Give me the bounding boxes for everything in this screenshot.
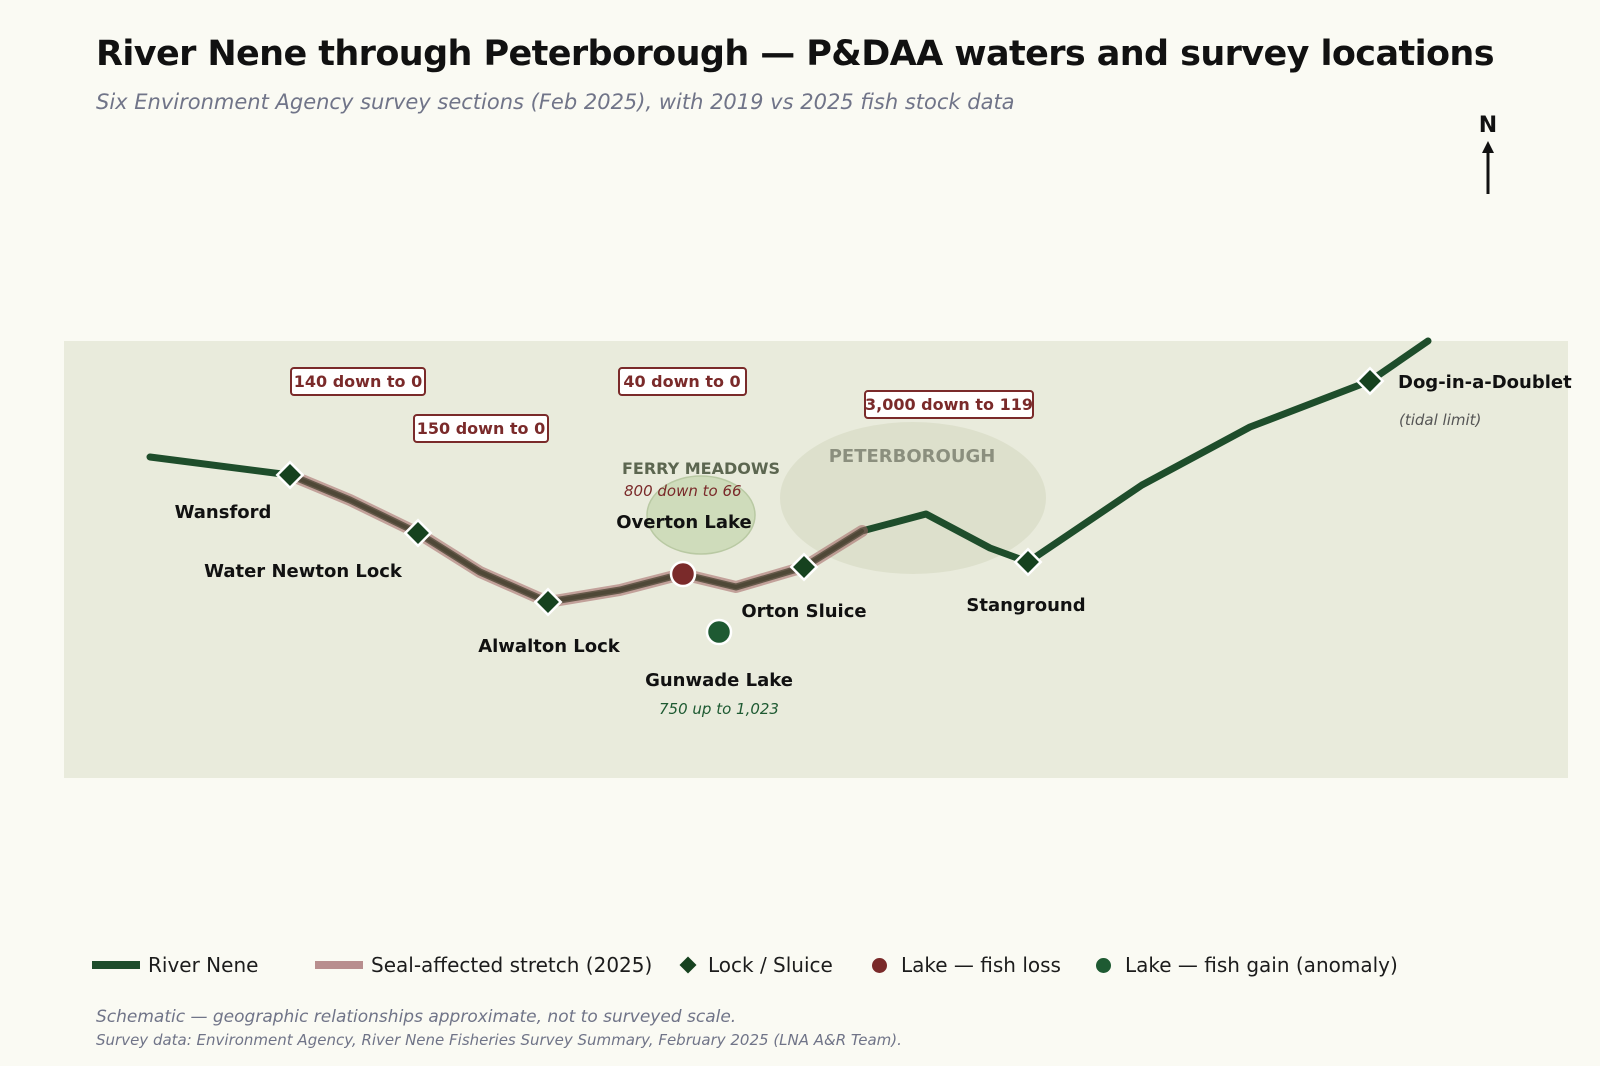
label-alwalton: Alwalton Lock bbox=[478, 636, 621, 657]
label-water-newton: Water Newton Lock bbox=[204, 561, 403, 582]
lock-orton-marker bbox=[789, 552, 819, 582]
callout-150: 150 down to 0 bbox=[417, 419, 546, 438]
legend-seal-label: Seal-affected stretch (2025) bbox=[371, 953, 653, 977]
legend-loss-label: Lake — fish loss bbox=[901, 953, 1061, 977]
callout-box-3 bbox=[618, 367, 747, 396]
callout-40: 40 down to 0 bbox=[623, 372, 740, 391]
gunwade-change: 750 up to 1,023 bbox=[659, 700, 779, 718]
legend-lock-label: Lock / Sluice bbox=[708, 953, 833, 977]
map-legend: River Nene Seal-affected stretch (2025) … bbox=[92, 948, 1572, 982]
callout-box-2 bbox=[413, 414, 549, 443]
legend-item-seal: Seal-affected stretch (2025) bbox=[315, 948, 652, 982]
schematic-note: Schematic — geographic relationships app… bbox=[96, 1007, 737, 1027]
lock-stanground-marker bbox=[1013, 547, 1043, 577]
label-overton: Overton Lake bbox=[616, 512, 751, 533]
legend-lock-icon bbox=[679, 956, 697, 974]
label-peterborough: PETERBOROUGH bbox=[829, 446, 996, 467]
label-wansford: Wansford bbox=[175, 502, 272, 523]
legend-item-loss: Lake — fish loss bbox=[872, 948, 1061, 982]
legend-item-lock: Lock / Sluice bbox=[676, 948, 833, 982]
lock-dog-marker bbox=[1355, 366, 1385, 396]
page-subtitle: Six Environment Agency survey sections (… bbox=[96, 90, 1015, 114]
callout-140: 140 down to 0 bbox=[294, 372, 423, 391]
source-note: Survey data: Environment Agency, River N… bbox=[96, 1031, 902, 1049]
label-orton: Orton Sluice bbox=[741, 601, 866, 622]
callout-box-1 bbox=[290, 367, 426, 396]
legend-loss-icon bbox=[872, 957, 887, 973]
label-tidal-limit: (tidal limit) bbox=[1399, 411, 1481, 429]
lock-wansford-marker bbox=[275, 460, 305, 490]
north-arrow-icon: N bbox=[1479, 113, 1497, 194]
legend-gain-icon bbox=[1096, 957, 1111, 973]
gunwade-lake-gain-marker bbox=[705, 618, 733, 646]
label-ferry-meadows: FERRY MEADOWS bbox=[622, 459, 780, 478]
lock-water-newton-marker bbox=[403, 518, 433, 548]
overton-lake-loss-marker bbox=[669, 560, 697, 588]
legend-river-swatch bbox=[92, 961, 140, 969]
north-label: N bbox=[1479, 113, 1497, 138]
label-stanground: Stanground bbox=[966, 595, 1085, 616]
label-dog: Dog-in-a-Doublet bbox=[1398, 372, 1572, 393]
page-title: River Nene through Peterborough — P&DAA … bbox=[96, 34, 1495, 74]
ferry-meadows-change: 800 down to 66 bbox=[624, 482, 742, 500]
overton-lake-area bbox=[646, 475, 756, 555]
callout-box-4 bbox=[864, 390, 1034, 419]
legend-seal-swatch bbox=[315, 961, 363, 969]
legend-gain-label: Lake — fish gain (anomaly) bbox=[1125, 953, 1398, 977]
legend-item-river: River Nene bbox=[92, 948, 258, 982]
legend-item-gain: Lake — fish gain (anomaly) bbox=[1096, 948, 1398, 982]
label-gunwade: Gunwade Lake bbox=[645, 670, 793, 691]
legend-river-label: River Nene bbox=[148, 953, 259, 977]
lock-alwalton-marker bbox=[533, 587, 563, 617]
callout-3000: 3,000 down to 119 bbox=[865, 395, 1033, 414]
